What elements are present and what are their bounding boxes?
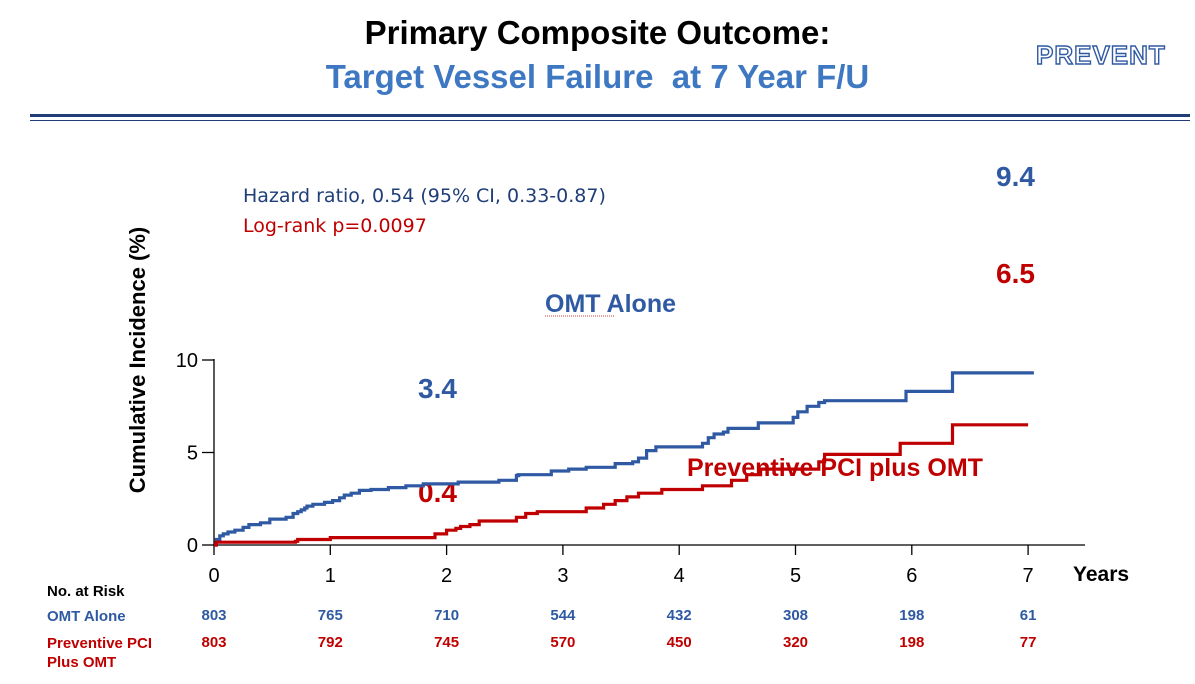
- risk-cell-omt: 544: [550, 607, 576, 624]
- risk-cell-pci: 570: [550, 634, 576, 651]
- risk-cell-pci: 77: [1019, 634, 1037, 651]
- page-subtitle: Target Vessel Failure at 7 Year F/U: [325, 58, 870, 95]
- risk-cell-pci: 792: [317, 634, 343, 651]
- x-tick-label: 5: [790, 565, 801, 587]
- risk-cell-omt: 61: [1019, 607, 1037, 624]
- y-tick-label: 10: [176, 350, 198, 372]
- header-divider: [30, 114, 1190, 117]
- x-tick-label: 4: [674, 565, 685, 587]
- y-tick-label: 0: [187, 535, 198, 557]
- risk-cell-pci: 450: [666, 634, 692, 651]
- omt-series-label: OMT Alone: [545, 290, 676, 318]
- risk-row-label-pci: Preventive PCI Plus OMT: [47, 635, 153, 671]
- page-title: Primary Composite Outcome:: [364, 14, 831, 51]
- omt-curve: [214, 371, 1034, 547]
- x-tick-label: 3: [557, 565, 568, 587]
- x-tick-label: 0: [208, 565, 219, 587]
- risk-cell-omt: 308: [782, 607, 809, 624]
- omt-end-value: 9.4: [996, 161, 1035, 192]
- risk-table-title: No. at Risk: [47, 583, 125, 600]
- y-tick-label: 5: [187, 443, 198, 465]
- risk-cell-pci: 320: [782, 634, 809, 651]
- x-tick-label: 7: [1023, 565, 1034, 587]
- risk-row-label-omt: OMT Alone: [47, 608, 126, 625]
- y-axis-label: Cumulative Incidence (%): [125, 227, 150, 494]
- prevent-logo: PREVENT: [1035, 39, 1166, 70]
- pci-series-label: Preventive PCI plus OMT: [687, 454, 983, 482]
- log-rank-text: Log-rank p=0.0097: [243, 215, 427, 237]
- risk-cell-omt: 803: [201, 607, 227, 624]
- x-tick-label: 6: [906, 565, 917, 587]
- pci-end-value: 6.5: [996, 258, 1035, 289]
- x-tick-label: 2: [441, 565, 452, 587]
- x-axis-label: Years: [1073, 563, 1129, 586]
- risk-cell-omt: 432: [666, 607, 692, 624]
- x-tick-label: 1: [325, 565, 336, 587]
- header-divider-thin: [30, 120, 1190, 121]
- hazard-ratio-text: Hazard ratio, 0.54 (95% CI, 0.33-0.87): [243, 185, 606, 207]
- risk-cell-pci: 803: [201, 634, 227, 651]
- risk-cell-pci: 745: [434, 634, 460, 651]
- pci-curve: [214, 423, 1029, 547]
- risk-cell-omt: 710: [434, 607, 460, 624]
- omt-mid-value: 3.4: [418, 373, 457, 404]
- risk-cell-omt: 198: [899, 607, 925, 624]
- risk-cell-pci: 198: [899, 634, 925, 651]
- risk-cell-omt: 765: [317, 607, 343, 624]
- pci-mid-value: 0.4: [418, 477, 457, 508]
